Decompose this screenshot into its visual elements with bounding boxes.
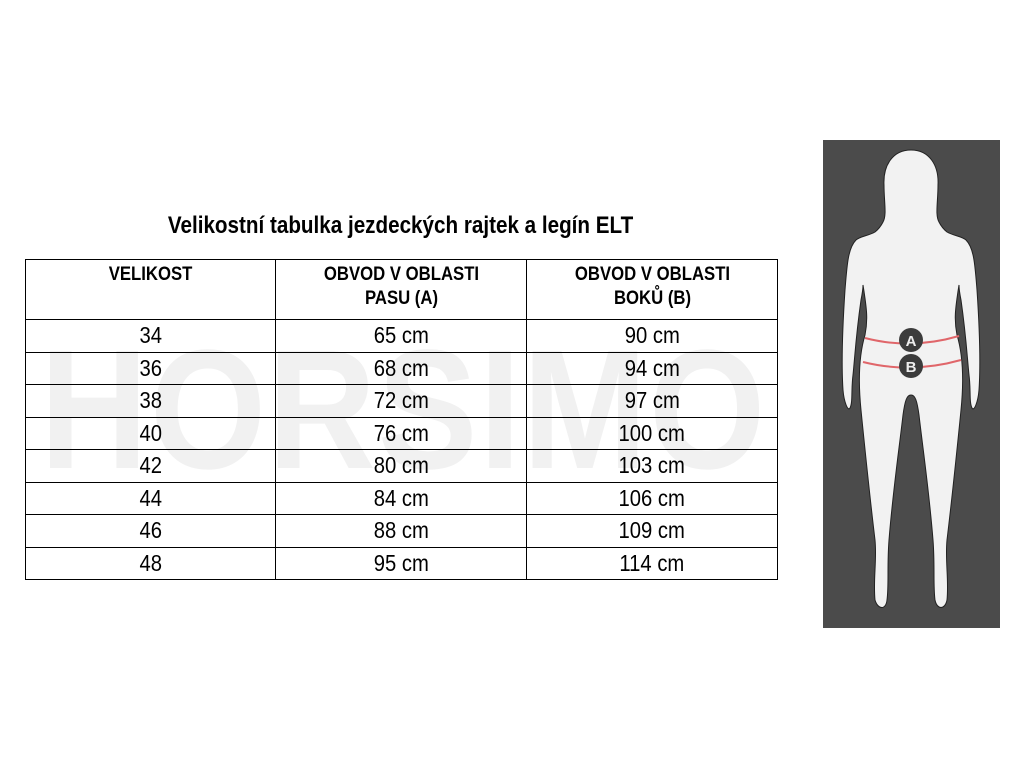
- waist-cell: 68 cm: [275, 351, 528, 385]
- hips-cell: 100 cm: [526, 416, 778, 450]
- waist-cell: 95 cm: [275, 546, 528, 580]
- hips-cell: 90 cm: [526, 319, 778, 353]
- table-row: 36 68 cm 94 cm: [24, 351, 778, 385]
- table-row: 38 72 cm 97 cm: [24, 384, 778, 418]
- table-header-row: VELIKOST OBVOD V OBLASTI PASU (A) OBVOD …: [24, 259, 778, 320]
- size-cell: 34: [24, 319, 277, 353]
- table-row: 48 95 cm 114 cm: [24, 546, 778, 580]
- size-cell: 48: [24, 546, 277, 580]
- marker-b-label: B: [906, 359, 917, 376]
- table-row: 42 80 cm 103 cm: [24, 449, 778, 483]
- size-table: VELIKOST OBVOD V OBLASTI PASU (A) OBVOD …: [24, 259, 778, 580]
- size-cell: 40: [24, 416, 277, 450]
- female-silhouette-icon: A B: [841, 149, 981, 608]
- table-row: 34 65 cm 90 cm: [24, 319, 778, 353]
- size-cell: 38: [24, 384, 277, 418]
- table-row: 46 88 cm 109 cm: [24, 514, 778, 548]
- waist-cell: 84 cm: [275, 481, 528, 515]
- hips-cell: 94 cm: [526, 351, 778, 385]
- table-row: 44 84 cm 106 cm: [24, 481, 778, 515]
- marker-a-label: A: [906, 333, 917, 350]
- waist-cell: 80 cm: [275, 449, 528, 483]
- marker-a-circle: [899, 328, 923, 352]
- header-size: VELIKOST: [24, 259, 277, 320]
- hips-cell: 109 cm: [526, 514, 778, 548]
- page-title: Velikostní tabulka jezdeckých rajtek a l…: [168, 212, 634, 239]
- waist-cell: 76 cm: [275, 416, 528, 450]
- hips-cell: 106 cm: [526, 481, 778, 515]
- size-cell: 46: [24, 514, 277, 548]
- size-cell: 44: [24, 481, 277, 515]
- size-cell: 42: [24, 449, 277, 483]
- hips-cell: 114 cm: [526, 546, 778, 580]
- size-cell: 36: [24, 351, 277, 385]
- waist-cell: 72 cm: [275, 384, 528, 418]
- header-waist: OBVOD V OBLASTI PASU (A): [275, 259, 528, 320]
- header-hips: OBVOD V OBLASTI BOKŮ (B): [526, 259, 778, 320]
- marker-b-circle: [899, 354, 923, 378]
- waist-cell: 88 cm: [275, 514, 528, 548]
- waist-cell: 65 cm: [275, 319, 528, 353]
- hips-cell: 103 cm: [526, 449, 778, 483]
- hips-cell: 97 cm: [526, 384, 778, 418]
- table-row: 40 76 cm 100 cm: [24, 416, 778, 450]
- body-measurement-figure: A B: [823, 140, 1000, 628]
